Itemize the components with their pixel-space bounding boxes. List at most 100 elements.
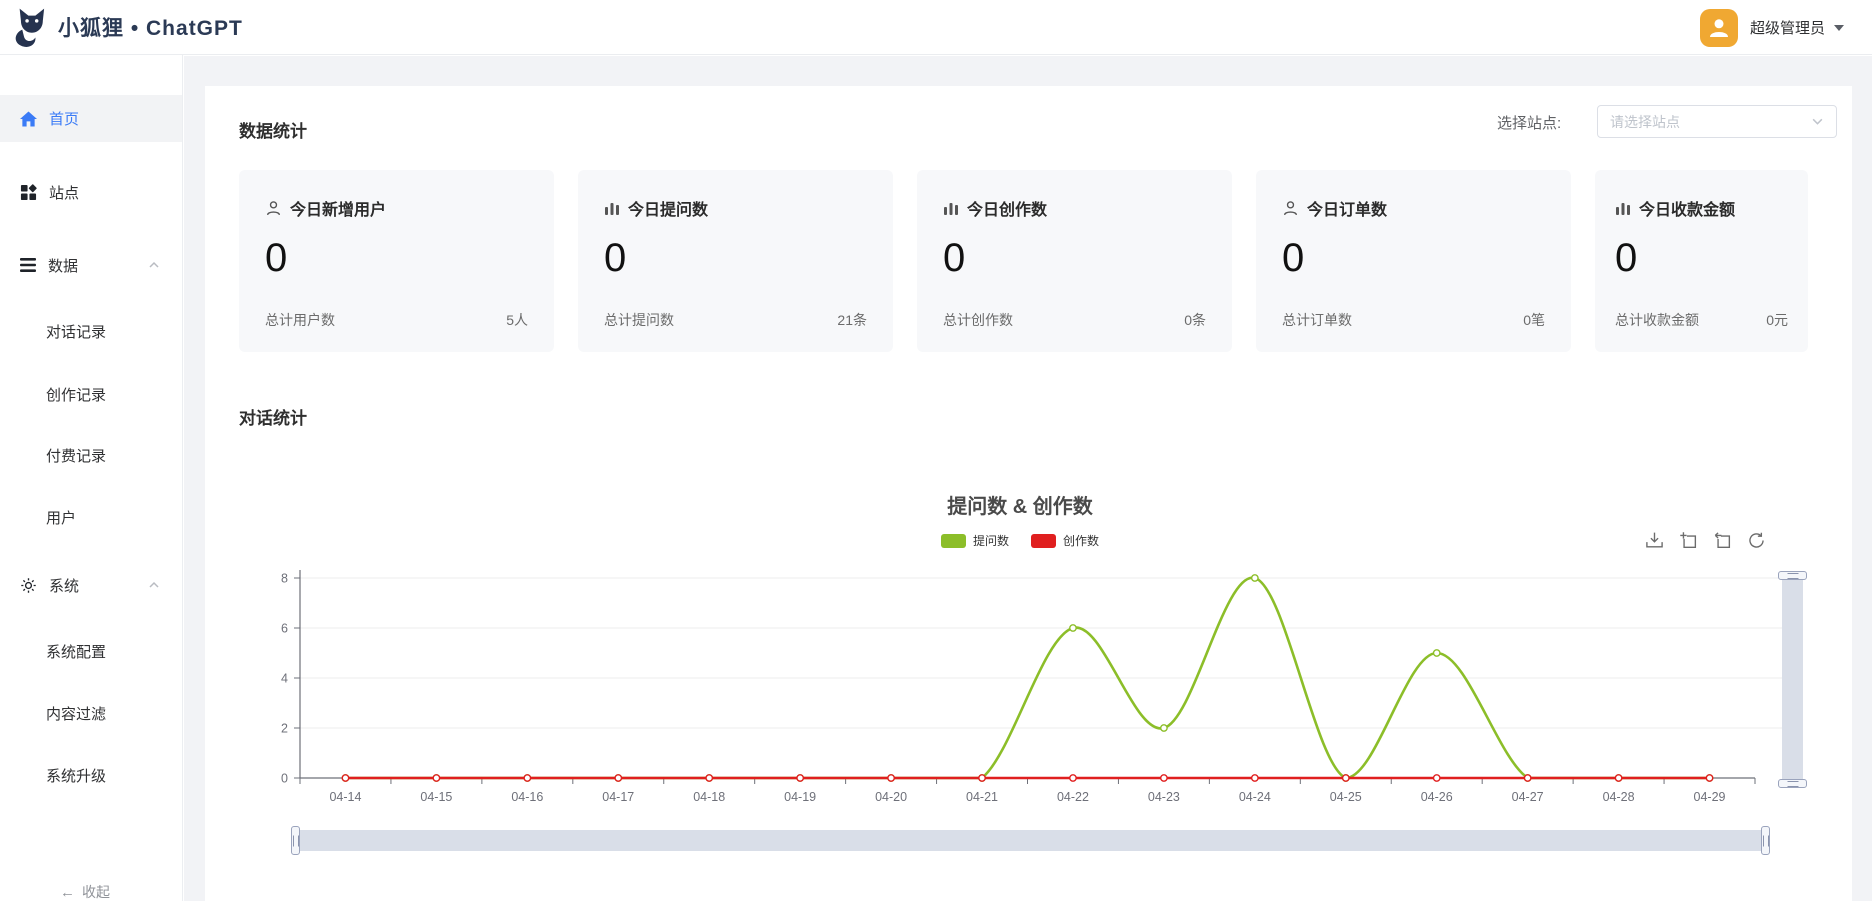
user-icon <box>266 200 281 215</box>
datazoom-range[interactable] <box>1782 576 1803 783</box>
stat-card-orders: 今日订单数 0 总计订单数 0笔 <box>1256 170 1571 352</box>
svg-text:04-17: 04-17 <box>602 790 634 804</box>
sidebar-item-data[interactable]: 数据 <box>0 243 182 287</box>
chevron-up-icon <box>148 259 160 271</box>
svg-text:4: 4 <box>281 672 288 686</box>
datazoom-horizontal-slider[interactable] <box>291 826 1770 855</box>
bar-chart-icon <box>605 203 619 215</box>
sidebar-collapse-button[interactable]: ← 收起 <box>60 883 110 901</box>
legend-swatch <box>940 533 966 548</box>
chevron-down-icon <box>1811 115 1824 128</box>
datazoom-handle-bottom[interactable] <box>1778 779 1807 788</box>
top-header: 小狐狸 • ChatGPT 超级管理员 <box>0 0 1872 55</box>
stat-value: 0 <box>943 236 966 280</box>
line-chart[interactable]: 0 2 4 6 8 04-14 04-15 04-16 04-17 04-18 04-19 04-20… <box>250 560 1790 820</box>
bar-chart-icon <box>944 203 958 215</box>
restore-icon[interactable] <box>1747 531 1766 550</box>
user-icon <box>1283 200 1298 215</box>
chart-title: 提问数 & 创作数 <box>947 496 1093 518</box>
stat-total-value: 5人 <box>506 312 528 328</box>
stat-value: 0 <box>1615 236 1638 280</box>
chart-legend: 提问数 创作数 <box>250 532 1790 549</box>
datazoom-handle-top[interactable] <box>1778 571 1807 580</box>
fox-logo-icon <box>15 8 45 47</box>
chart-plot-area[interactable]: 0 2 4 6 8 04-14 04-15 04-16 04-17 04-18 04-19 04-20… <box>250 560 1790 825</box>
brand-title: 小狐狸 • ChatGPT <box>58 17 243 40</box>
stat-card-revenue: 今日收款金额 0 总计收款金额 0元 <box>1595 170 1808 352</box>
sidebar-item-creation-records[interactable]: 创作记录 <box>46 386 107 404</box>
svg-text:6: 6 <box>281 622 288 636</box>
home-icon <box>20 110 37 127</box>
sidebar: 首页 站点 数据 对话记录 创作记录 付费记录 用户 <box>0 55 183 901</box>
data-zoom-icon[interactable] <box>1679 531 1698 550</box>
svg-text:04-28: 04-28 <box>1603 790 1635 804</box>
svg-text:8: 8 <box>281 572 288 586</box>
site-select-placeholder: 请选择站点 <box>1610 113 1680 130</box>
svg-text:04-22: 04-22 <box>1057 790 1089 804</box>
stat-value: 0 <box>265 236 288 280</box>
svg-text:04-23: 04-23 <box>1148 790 1180 804</box>
user-name: 超级管理员 <box>1749 20 1825 37</box>
svg-text:04-21: 04-21 <box>966 790 998 804</box>
chevron-up-icon <box>148 579 160 591</box>
sidebar-item-chat-records[interactable]: 对话记录 <box>46 323 107 341</box>
stat-value: 0 <box>604 236 627 280</box>
section-title-data-stats: 数据统计 <box>239 122 307 141</box>
chevron-down-icon <box>1834 24 1844 31</box>
svg-text:04-24: 04-24 <box>1239 790 1271 804</box>
stat-total-label: 总计用户数 <box>265 312 335 328</box>
site-select-label: 选择站点: <box>1497 115 1562 132</box>
svg-text:04-29: 04-29 <box>1694 790 1726 804</box>
sidebar-item-home[interactable]: 首页 <box>0 95 182 142</box>
sidebar-item-sites[interactable]: 站点 <box>0 170 182 214</box>
svg-text:04-26: 04-26 <box>1421 790 1453 804</box>
avatar[interactable] <box>1699 8 1738 47</box>
arrow-left-icon: ← <box>60 883 75 901</box>
legend-swatch <box>1031 533 1056 548</box>
list-icon <box>20 258 36 272</box>
svg-text:04-27: 04-27 <box>1512 790 1544 804</box>
sidebar-item-system-config[interactable]: 系统配置 <box>46 643 107 661</box>
main-panel: 数据统计 选择站点: 请选择站点 今日新增用户 0 总计用户数 5人 今日提问数 <box>205 86 1852 901</box>
stat-total-label: 总计订单数 <box>1282 312 1352 328</box>
sidebar-item-users[interactable]: 用户 <box>46 509 77 527</box>
user-menu[interactable]: 超级管理员 <box>1699 0 1844 55</box>
stat-total-label: 总计创作数 <box>943 312 1013 328</box>
stat-card-creations: 今日创作数 0 总计创作数 0条 <box>917 170 1232 352</box>
legend-item-creations[interactable]: 创作数 <box>1031 532 1099 549</box>
svg-text:04-15: 04-15 <box>420 790 452 804</box>
legend-item-questions[interactable]: 提问数 <box>940 532 1009 549</box>
datazoom-vertical-slider[interactable] <box>1778 571 1807 788</box>
svg-text:2: 2 <box>281 722 288 736</box>
download-icon[interactable] <box>1645 531 1664 550</box>
datazoom-handle-left[interactable] <box>291 826 300 855</box>
svg-text:04-20: 04-20 <box>875 790 907 804</box>
stat-total-value: 0笔 <box>1523 312 1545 328</box>
sidebar-item-system-upgrade[interactable]: 系统升级 <box>46 767 107 785</box>
sidebar-item-system[interactable]: 系统 <box>0 563 182 607</box>
stat-total-label: 总计提问数 <box>604 312 674 328</box>
section-title-chat-stats: 对话统计 <box>239 409 307 428</box>
person-icon <box>1709 18 1728 37</box>
stat-total-value: 0条 <box>1184 312 1206 328</box>
svg-text:0: 0 <box>281 772 288 786</box>
bar-chart-icon <box>1616 203 1630 215</box>
site-select[interactable]: 请选择站点 <box>1597 105 1837 138</box>
sidebar-item-content-filter[interactable]: 内容过滤 <box>46 705 107 723</box>
sidebar-item-payment-records[interactable]: 付费记录 <box>46 447 107 465</box>
svg-text:04-16: 04-16 <box>511 790 543 804</box>
data-zoom-reset-icon[interactable] <box>1713 531 1732 550</box>
svg-text:04-19: 04-19 <box>784 790 816 804</box>
grid-icon <box>20 183 37 200</box>
stat-total-label: 总计收款金额 <box>1615 312 1699 328</box>
svg-text:04-25: 04-25 <box>1330 790 1362 804</box>
stat-total-value: 0元 <box>1766 312 1788 328</box>
chart-toolbox <box>1645 531 1766 550</box>
datazoom-handle-right[interactable] <box>1761 826 1770 855</box>
svg-text:04-14: 04-14 <box>329 790 361 804</box>
stat-card-questions: 今日提问数 0 总计提问数 21条 <box>578 170 893 352</box>
stat-card-new-users: 今日新增用户 0 总计用户数 5人 <box>239 170 554 352</box>
svg-text:04-18: 04-18 <box>693 790 725 804</box>
datazoom-range[interactable] <box>296 830 1765 851</box>
